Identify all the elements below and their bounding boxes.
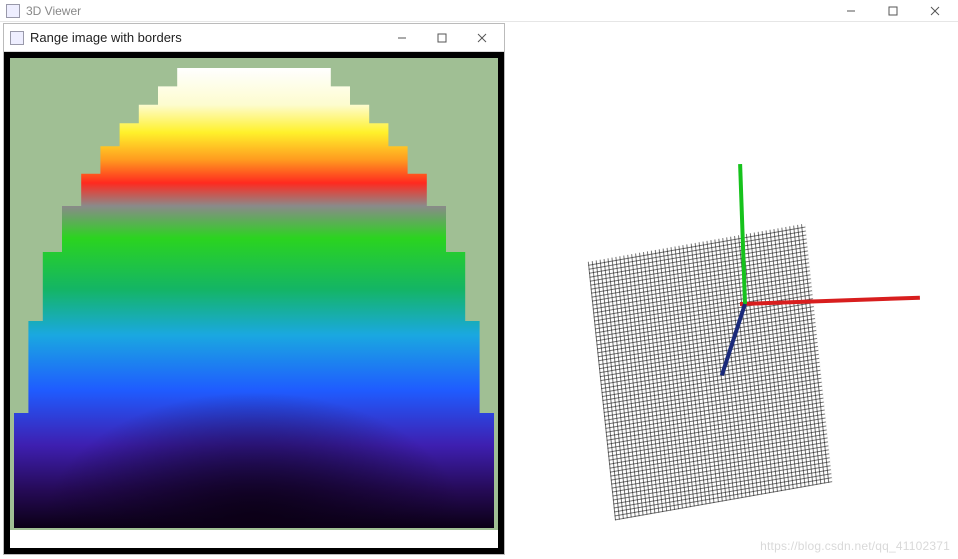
close-icon: [930, 6, 940, 16]
minimize-button[interactable]: [382, 25, 422, 51]
3d-viewer-window-controls: [830, 1, 956, 21]
point-cloud-plane: [588, 224, 832, 521]
range-image-inner: [10, 58, 498, 548]
range-image-title: Range image with borders: [30, 30, 382, 45]
minimize-icon: [846, 6, 856, 16]
app-icon: [10, 31, 24, 45]
range-depth-dark-arc: [14, 328, 494, 528]
minimize-icon: [397, 33, 407, 43]
minimize-button[interactable]: [830, 1, 872, 21]
range-image-window-controls: [382, 25, 502, 51]
maximize-button[interactable]: [872, 1, 914, 21]
range-image-canvas[interactable]: [4, 52, 504, 554]
maximize-icon: [888, 6, 898, 16]
3d-viewer-title: 3D Viewer: [26, 4, 830, 18]
close-icon: [477, 33, 487, 43]
close-button[interactable]: [462, 25, 502, 51]
maximize-button[interactable]: [422, 25, 462, 51]
range-bottom-white-bar: [10, 530, 498, 548]
3d-viewer-titlebar: 3D Viewer: [0, 0, 958, 22]
watermark-text: https://blog.csdn.net/qq_41102371: [760, 539, 950, 553]
maximize-icon: [437, 33, 447, 43]
app-icon: [6, 4, 20, 18]
range-image-window: Range image with borders: [4, 24, 504, 554]
close-button[interactable]: [914, 1, 956, 21]
range-image-titlebar: Range image with borders: [4, 24, 504, 52]
